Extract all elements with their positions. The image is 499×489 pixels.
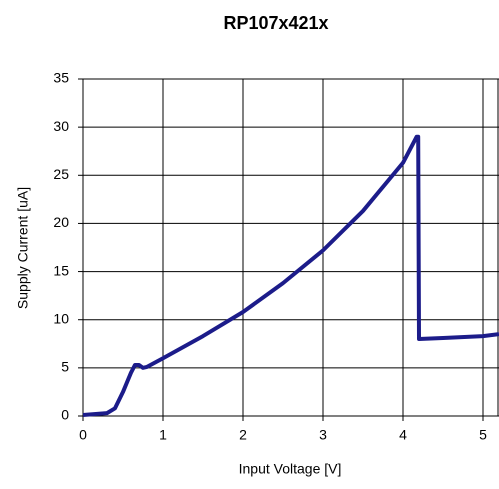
y-tick-label: 10 bbox=[53, 310, 69, 326]
y-tick-label: 5 bbox=[61, 359, 69, 375]
x-tick-label: 4 bbox=[399, 427, 407, 443]
y-axis-label: Supply Current [uA] bbox=[15, 187, 31, 309]
x-tick-label: 3 bbox=[319, 427, 327, 443]
y-tick-label: 15 bbox=[53, 262, 69, 278]
x-tick-label: 2 bbox=[239, 427, 247, 443]
y-tick-label: 25 bbox=[53, 166, 69, 182]
x-tick-label: 1 bbox=[159, 427, 167, 443]
y-tick-label: 30 bbox=[53, 118, 69, 134]
x-tick-label: 5 bbox=[479, 427, 487, 443]
y-tick-label: 20 bbox=[53, 214, 69, 230]
plot-area bbox=[82, 78, 499, 417]
chart-title: RP107x421x bbox=[223, 13, 328, 33]
y-tick-label: 35 bbox=[53, 70, 69, 86]
x-axis-label: Input Voltage [V] bbox=[239, 461, 342, 477]
data-line bbox=[82, 134, 499, 418]
y-tick-label: 0 bbox=[61, 407, 69, 423]
x-tick-label: 0 bbox=[79, 427, 87, 443]
